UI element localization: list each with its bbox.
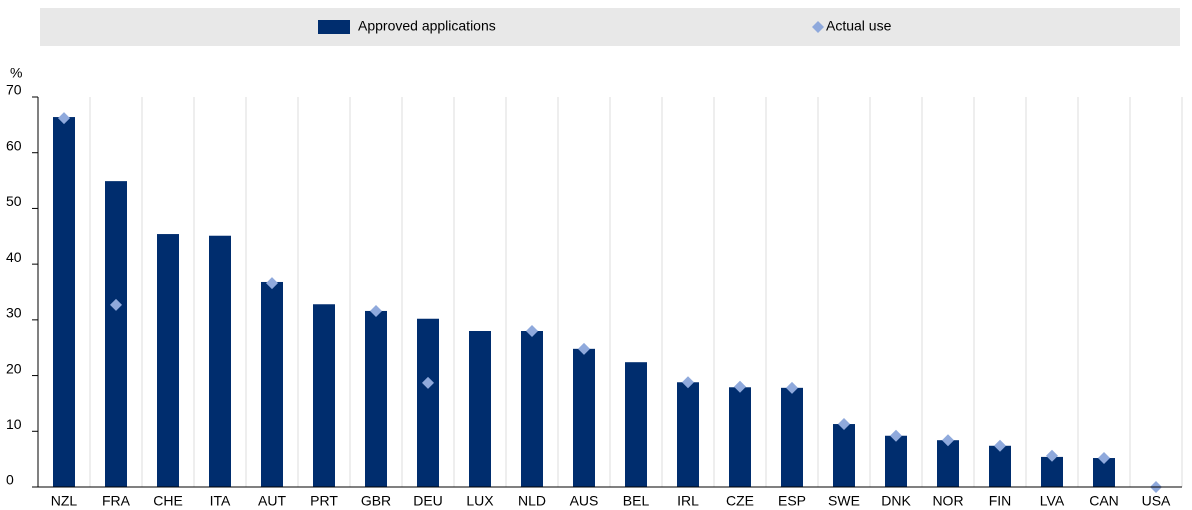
x-tick-label: DEU	[413, 493, 443, 509]
marker	[1046, 449, 1058, 462]
legend-label: Approved applications	[358, 18, 496, 34]
bar	[1041, 456, 1063, 487]
marker	[526, 325, 538, 337]
legend-label: Actual use	[826, 18, 892, 34]
x-tick-label: SWE	[828, 493, 860, 509]
y-tick-label: 70	[6, 82, 22, 98]
x-tick-label: NLD	[518, 493, 546, 509]
bar	[365, 310, 387, 487]
marker	[734, 380, 746, 393]
legend-swatch	[318, 20, 350, 34]
x-tick-label: CAN	[1089, 493, 1119, 509]
marker	[942, 434, 954, 447]
x-tick-label: CZE	[726, 493, 754, 509]
marker	[786, 381, 798, 394]
y-tick-label: 30	[6, 305, 22, 321]
legend-swatch	[812, 21, 824, 33]
marker	[422, 376, 434, 389]
bar	[989, 445, 1011, 487]
bar	[417, 318, 439, 487]
marker	[58, 112, 70, 125]
marker	[578, 342, 590, 355]
bar	[261, 281, 283, 487]
x-tick-label: DNK	[881, 493, 911, 509]
bar	[53, 117, 75, 488]
x-tick-label: LVA	[1040, 493, 1065, 509]
y-axis-label: %	[10, 65, 22, 81]
marker	[682, 376, 694, 389]
y-tick-label: 60	[6, 137, 22, 153]
y-tick-label: 20	[6, 360, 22, 376]
bar	[885, 435, 907, 487]
x-tick-label: NOR	[932, 493, 963, 509]
x-tick-label: ITA	[210, 493, 231, 509]
bar	[573, 348, 595, 487]
marker	[838, 418, 850, 431]
x-tick-label: GBR	[361, 493, 391, 509]
x-tick-label: USA	[1142, 493, 1171, 509]
x-tick-label: FRA	[102, 493, 131, 509]
bar	[781, 387, 803, 487]
y-tick-label: 10	[6, 416, 22, 432]
marker	[1098, 452, 1110, 465]
bar	[677, 382, 699, 487]
bar	[1093, 458, 1115, 487]
marker	[994, 439, 1006, 452]
marker	[370, 304, 382, 317]
x-tick-label: PRT	[310, 493, 338, 509]
bar	[521, 331, 543, 487]
bar	[937, 440, 959, 487]
x-tick-label: FIN	[989, 493, 1012, 509]
bar	[729, 387, 751, 487]
bar	[833, 424, 855, 487]
y-tick-label: 0	[6, 472, 14, 488]
x-tick-label: AUT	[258, 493, 286, 509]
marker	[266, 277, 278, 290]
legend-background	[40, 8, 1180, 46]
x-tick-label: ESP	[778, 493, 806, 509]
bar	[105, 181, 127, 487]
bar	[469, 331, 491, 487]
y-tick-label: 50	[6, 193, 22, 209]
x-tick-label: IRL	[677, 493, 699, 509]
y-tick-label: 40	[6, 249, 22, 265]
bar	[313, 304, 335, 487]
x-tick-label: LUX	[466, 493, 494, 509]
marker	[890, 429, 902, 442]
x-tick-label: BEL	[623, 493, 650, 509]
x-tick-label: CHE	[153, 493, 183, 509]
bar	[625, 362, 647, 487]
x-tick-label: AUS	[570, 493, 599, 509]
bar	[157, 234, 179, 487]
x-tick-label: NZL	[51, 493, 78, 509]
bar	[209, 235, 231, 487]
marker	[110, 298, 122, 311]
